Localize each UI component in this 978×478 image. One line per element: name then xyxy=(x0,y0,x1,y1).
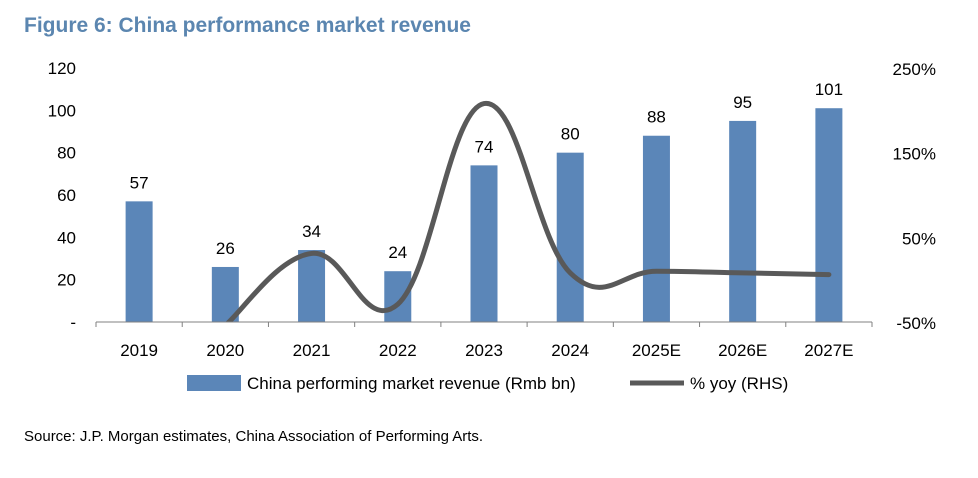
bar-2027E xyxy=(815,108,843,322)
bar-2019 xyxy=(125,201,153,322)
x-tick-label-2025E: 2025E xyxy=(632,341,681,360)
y-left-tick-label: 20 xyxy=(57,271,76,290)
x-tick-label-2019: 2019 xyxy=(120,341,158,360)
x-tick-label-2024: 2024 xyxy=(551,341,589,360)
bar-2021 xyxy=(298,250,326,322)
legend-label-bar: China performing market revenue (Rmb bn) xyxy=(247,374,576,393)
y-right-tick-label: 150% xyxy=(893,145,936,164)
y-right-tick-label: 250% xyxy=(893,60,936,79)
bar-label-2020: 26 xyxy=(216,239,235,258)
x-tick-label-2020: 2020 xyxy=(206,341,244,360)
bar-label-2019: 57 xyxy=(130,173,149,192)
bar-2023 xyxy=(470,165,498,322)
x-tick-label-2026E: 2026E xyxy=(718,341,767,360)
y-left-tick-label: 100 xyxy=(48,101,76,120)
bar-label-2025E: 88 xyxy=(647,108,666,127)
bar-label-2027E: 101 xyxy=(815,80,843,99)
y-left-tick-label: 120 xyxy=(48,59,76,78)
x-tick-label-2027E: 2027E xyxy=(804,341,853,360)
bar-2024 xyxy=(556,152,584,322)
y-left-tick-label: 60 xyxy=(57,186,76,205)
x-tick-label-2023: 2023 xyxy=(465,341,503,360)
y-left-tick-label: 40 xyxy=(57,228,76,247)
chart: 57 26 34 24 74 80 88 95 101 2019 2020 2021 2022 2023… xyxy=(48,59,936,393)
y-right-tick-label: 50% xyxy=(902,229,936,248)
bar-label-2026E: 95 xyxy=(733,93,752,112)
y-right-tick-label: -50% xyxy=(896,314,936,333)
bar-2026E xyxy=(729,120,757,323)
bar-label-2023: 74 xyxy=(475,137,494,156)
x-tick-label-2021: 2021 xyxy=(293,341,331,360)
bar-label-2024: 80 xyxy=(561,125,580,144)
legend-label-line: % yoy (RHS) xyxy=(690,374,788,393)
source-note: Source: J.P. Morgan estimates, China Ass… xyxy=(24,428,484,445)
legend-swatch-bar xyxy=(187,375,241,391)
bar-label-2021: 34 xyxy=(302,222,321,241)
x-tick-label-2022: 2022 xyxy=(379,341,417,360)
y-left-tick-label: 80 xyxy=(57,144,76,163)
bar-2025E xyxy=(642,135,670,322)
yoy-line xyxy=(225,101,832,322)
figure-title: Figure 6: China performance market reven… xyxy=(24,14,471,37)
y-left-tick-label: - xyxy=(70,313,76,332)
bar-label-2022: 24 xyxy=(388,243,407,262)
